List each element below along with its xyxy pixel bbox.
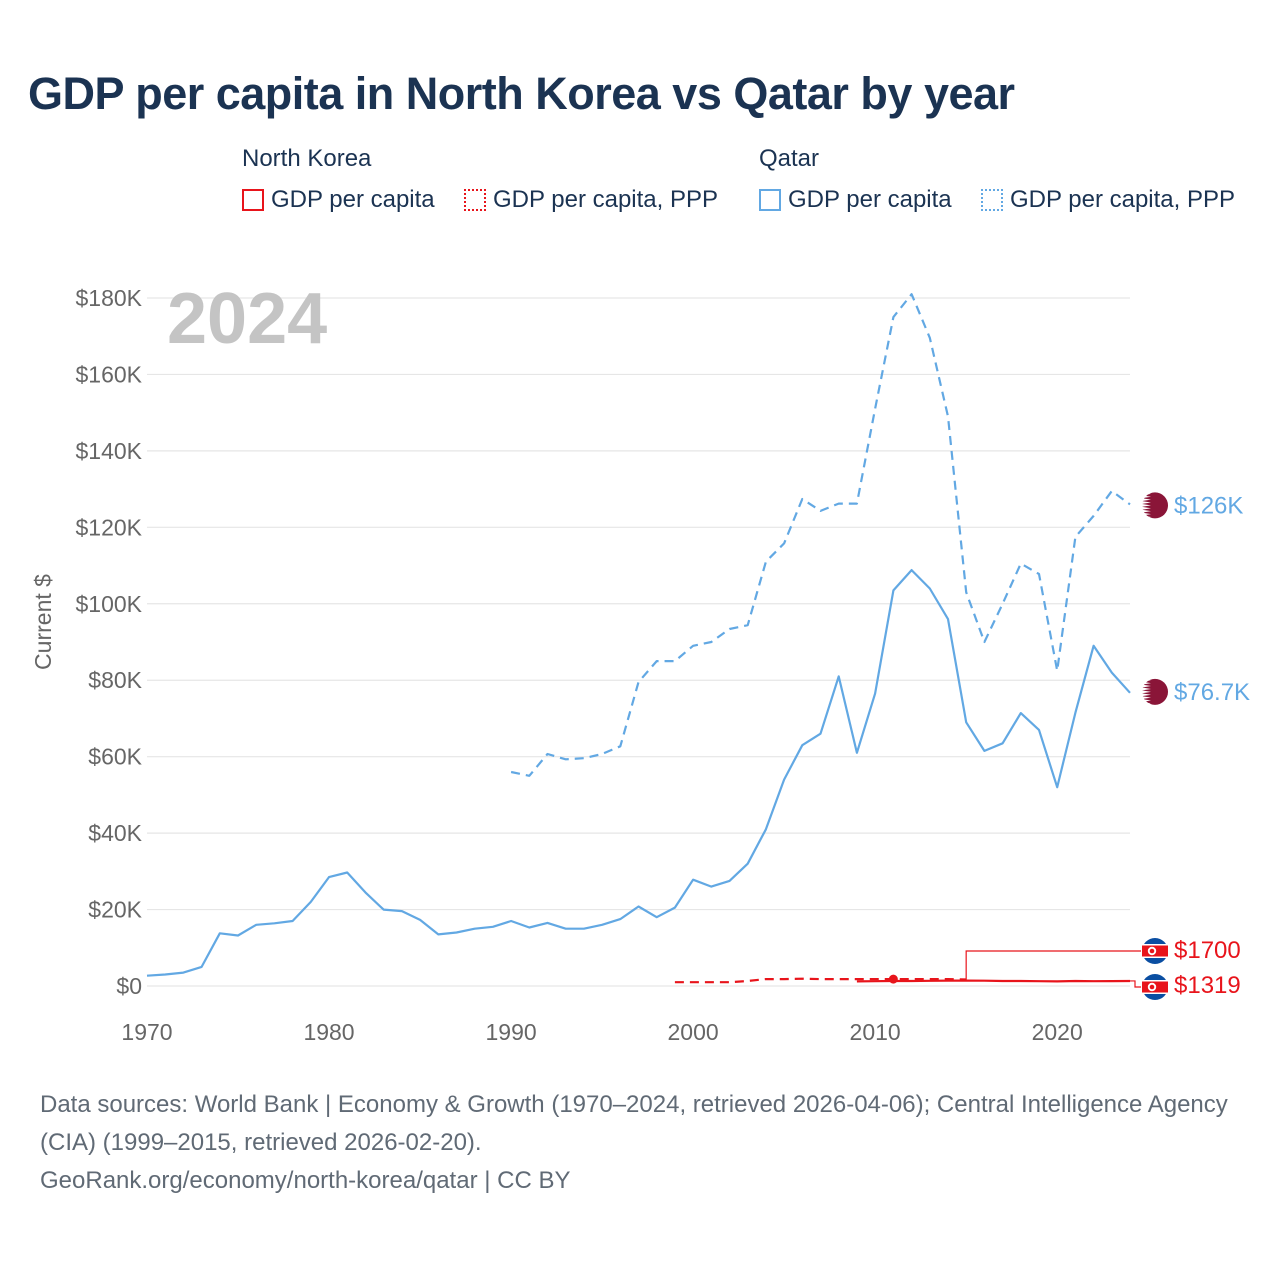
chart-title: GDP per capita in North Korea vs Qatar b… xyxy=(28,68,1015,119)
series-line xyxy=(674,977,967,984)
legend-item-north-korea-gdp[interactable]: GDP per capita xyxy=(242,186,435,214)
data-sources: Data sources: World Bank | Economy & Gro… xyxy=(40,1091,1228,1156)
y-tick-label: $160K xyxy=(75,361,142,387)
x-tick-label: 2010 xyxy=(850,1019,901,1045)
y-tick-label: $120K xyxy=(75,514,142,540)
legend-item-qatar-gdp[interactable]: GDP per capita xyxy=(759,186,952,214)
credit-link[interactable]: GeoRank.org/economy/north-korea/qatar | … xyxy=(40,1167,571,1194)
star-icon xyxy=(1149,984,1155,990)
x-tick-label: 2020 xyxy=(1032,1019,1083,1045)
legend-swatch-solid xyxy=(242,189,264,211)
star-icon xyxy=(1149,948,1155,954)
legend-item-north-korea-ppp[interactable]: GDP per capita, PPP xyxy=(464,186,718,214)
legend-item-label: GDP per capita xyxy=(788,186,952,213)
y-axis-label: Current $ xyxy=(30,574,56,670)
qatar-flag-icon xyxy=(1142,492,1168,519)
end-value-label: $1319 xyxy=(1174,972,1241,999)
y-tick-label: $60K xyxy=(88,744,142,770)
x-tick-label: 2000 xyxy=(668,1019,719,1045)
qatar-flag-serration xyxy=(1140,678,1151,705)
series-line xyxy=(856,979,1131,983)
y-tick-label: $20K xyxy=(88,897,142,923)
legend-item-qatar-ppp[interactable]: GDP per capita, PPP xyxy=(981,186,1235,214)
series-line xyxy=(510,293,1131,777)
end-value-label: $1700 xyxy=(1174,937,1241,964)
legend-swatch-dotted xyxy=(464,189,486,211)
data-point xyxy=(888,974,898,984)
current-year-label: 2024 xyxy=(167,279,327,359)
y-tick-label: $140K xyxy=(75,438,142,464)
leader-line xyxy=(1130,980,1141,988)
y-tick-label: $0 xyxy=(116,973,142,999)
legend-item-label: GDP per capita xyxy=(271,186,435,213)
x-tick-label: 1980 xyxy=(303,1019,354,1045)
end-value-label: $76.7K xyxy=(1174,679,1250,706)
series-line xyxy=(146,569,1131,977)
leader-line xyxy=(965,950,1141,980)
x-tick-label: 1970 xyxy=(121,1019,172,1045)
x-tick-label: 1990 xyxy=(485,1019,536,1045)
y-tick-label: $80K xyxy=(88,667,142,693)
y-tick-label: $100K xyxy=(75,591,142,617)
legend-item-label: GDP per capita, PPP xyxy=(493,186,718,213)
y-tick-label: $40K xyxy=(88,820,142,846)
legend-group-qatar: Qatar xyxy=(759,145,820,172)
qatar-flag-icon xyxy=(1142,678,1168,705)
end-value-label: $126K xyxy=(1174,492,1243,519)
legend-swatch-dotted xyxy=(981,189,1003,211)
legend-group-north-korea: North Korea xyxy=(242,145,372,172)
y-tick-label: $180K xyxy=(75,285,142,311)
qatar-flag-serration xyxy=(1140,492,1151,519)
legend-swatch-solid xyxy=(759,189,781,211)
legend-item-label: GDP per capita, PPP xyxy=(1010,186,1235,213)
